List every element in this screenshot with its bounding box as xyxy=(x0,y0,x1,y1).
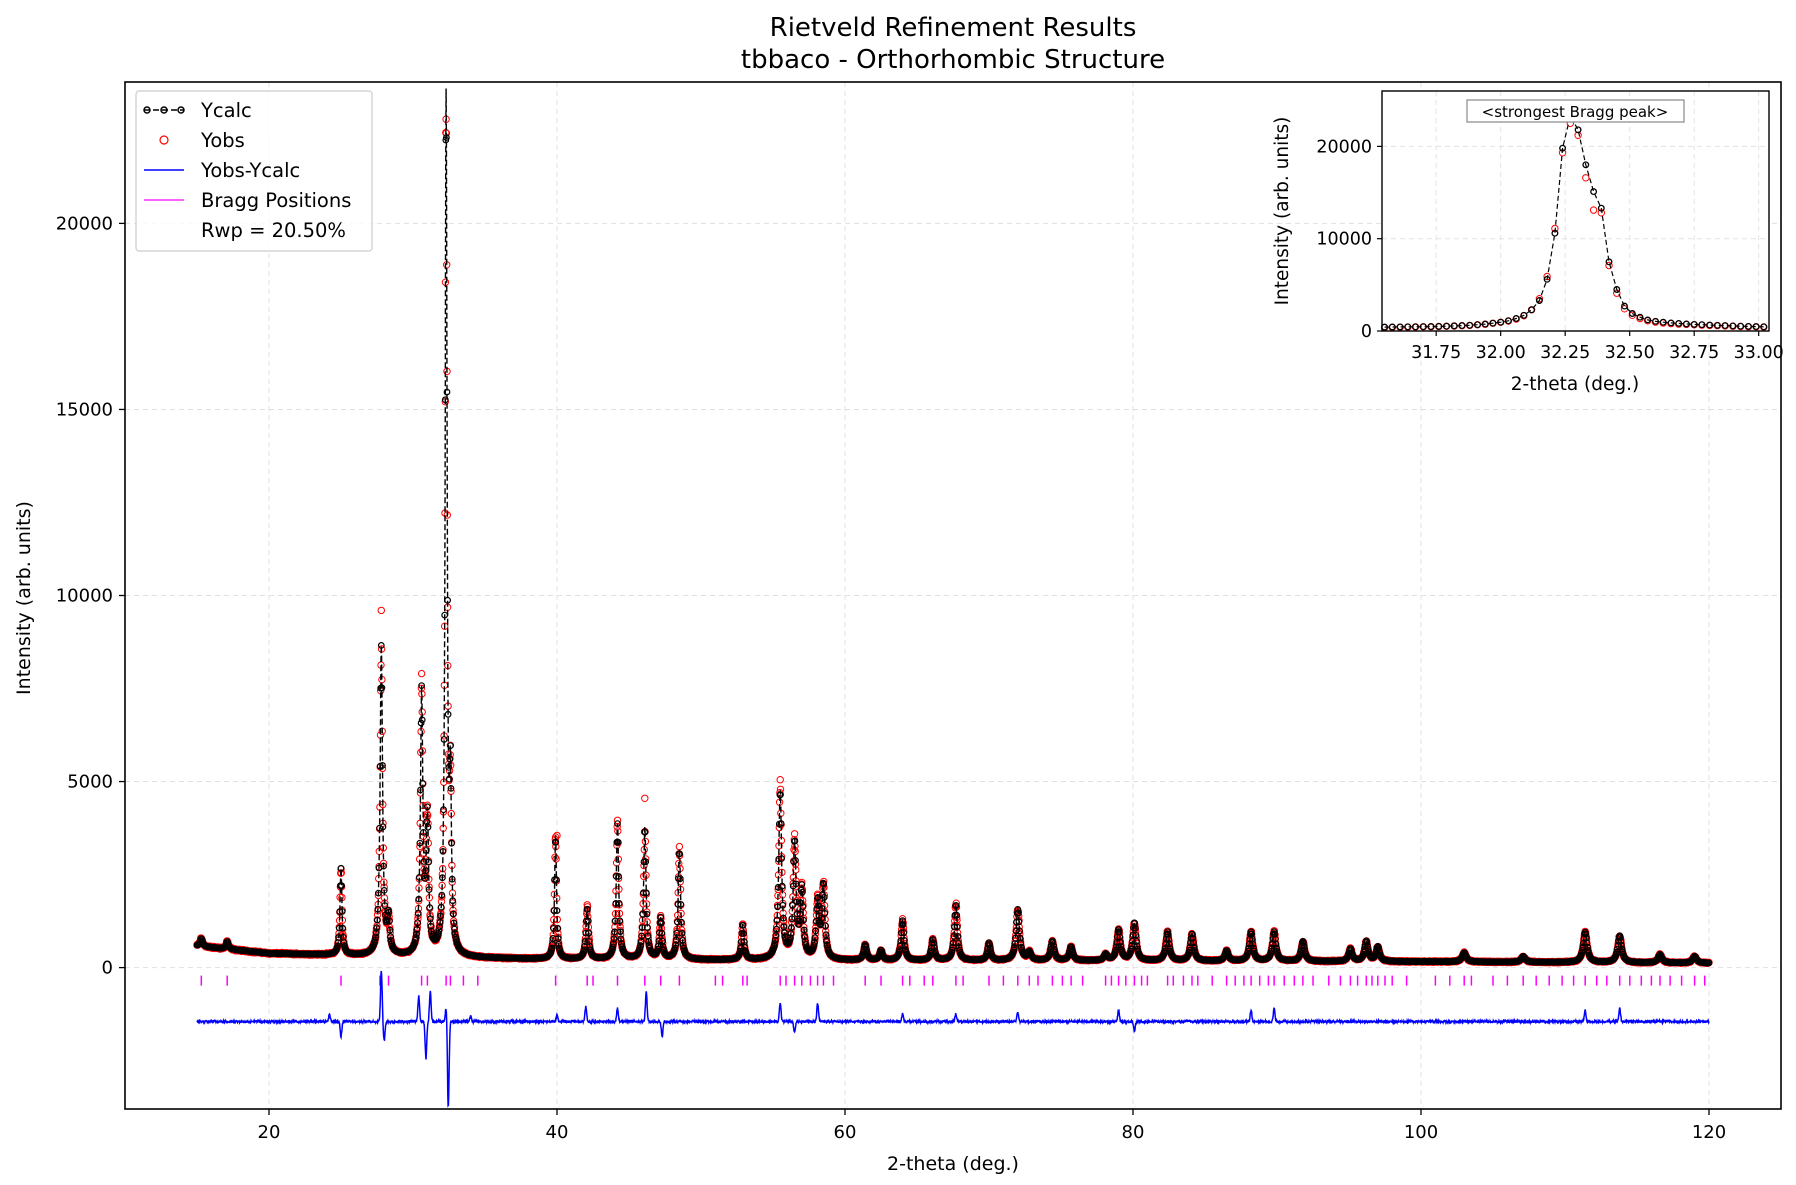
chart-title: Rietveld Refinement Results xyxy=(770,13,1137,43)
chart-subtitle: tbbaco - Orthorhombic Structure xyxy=(741,45,1165,75)
